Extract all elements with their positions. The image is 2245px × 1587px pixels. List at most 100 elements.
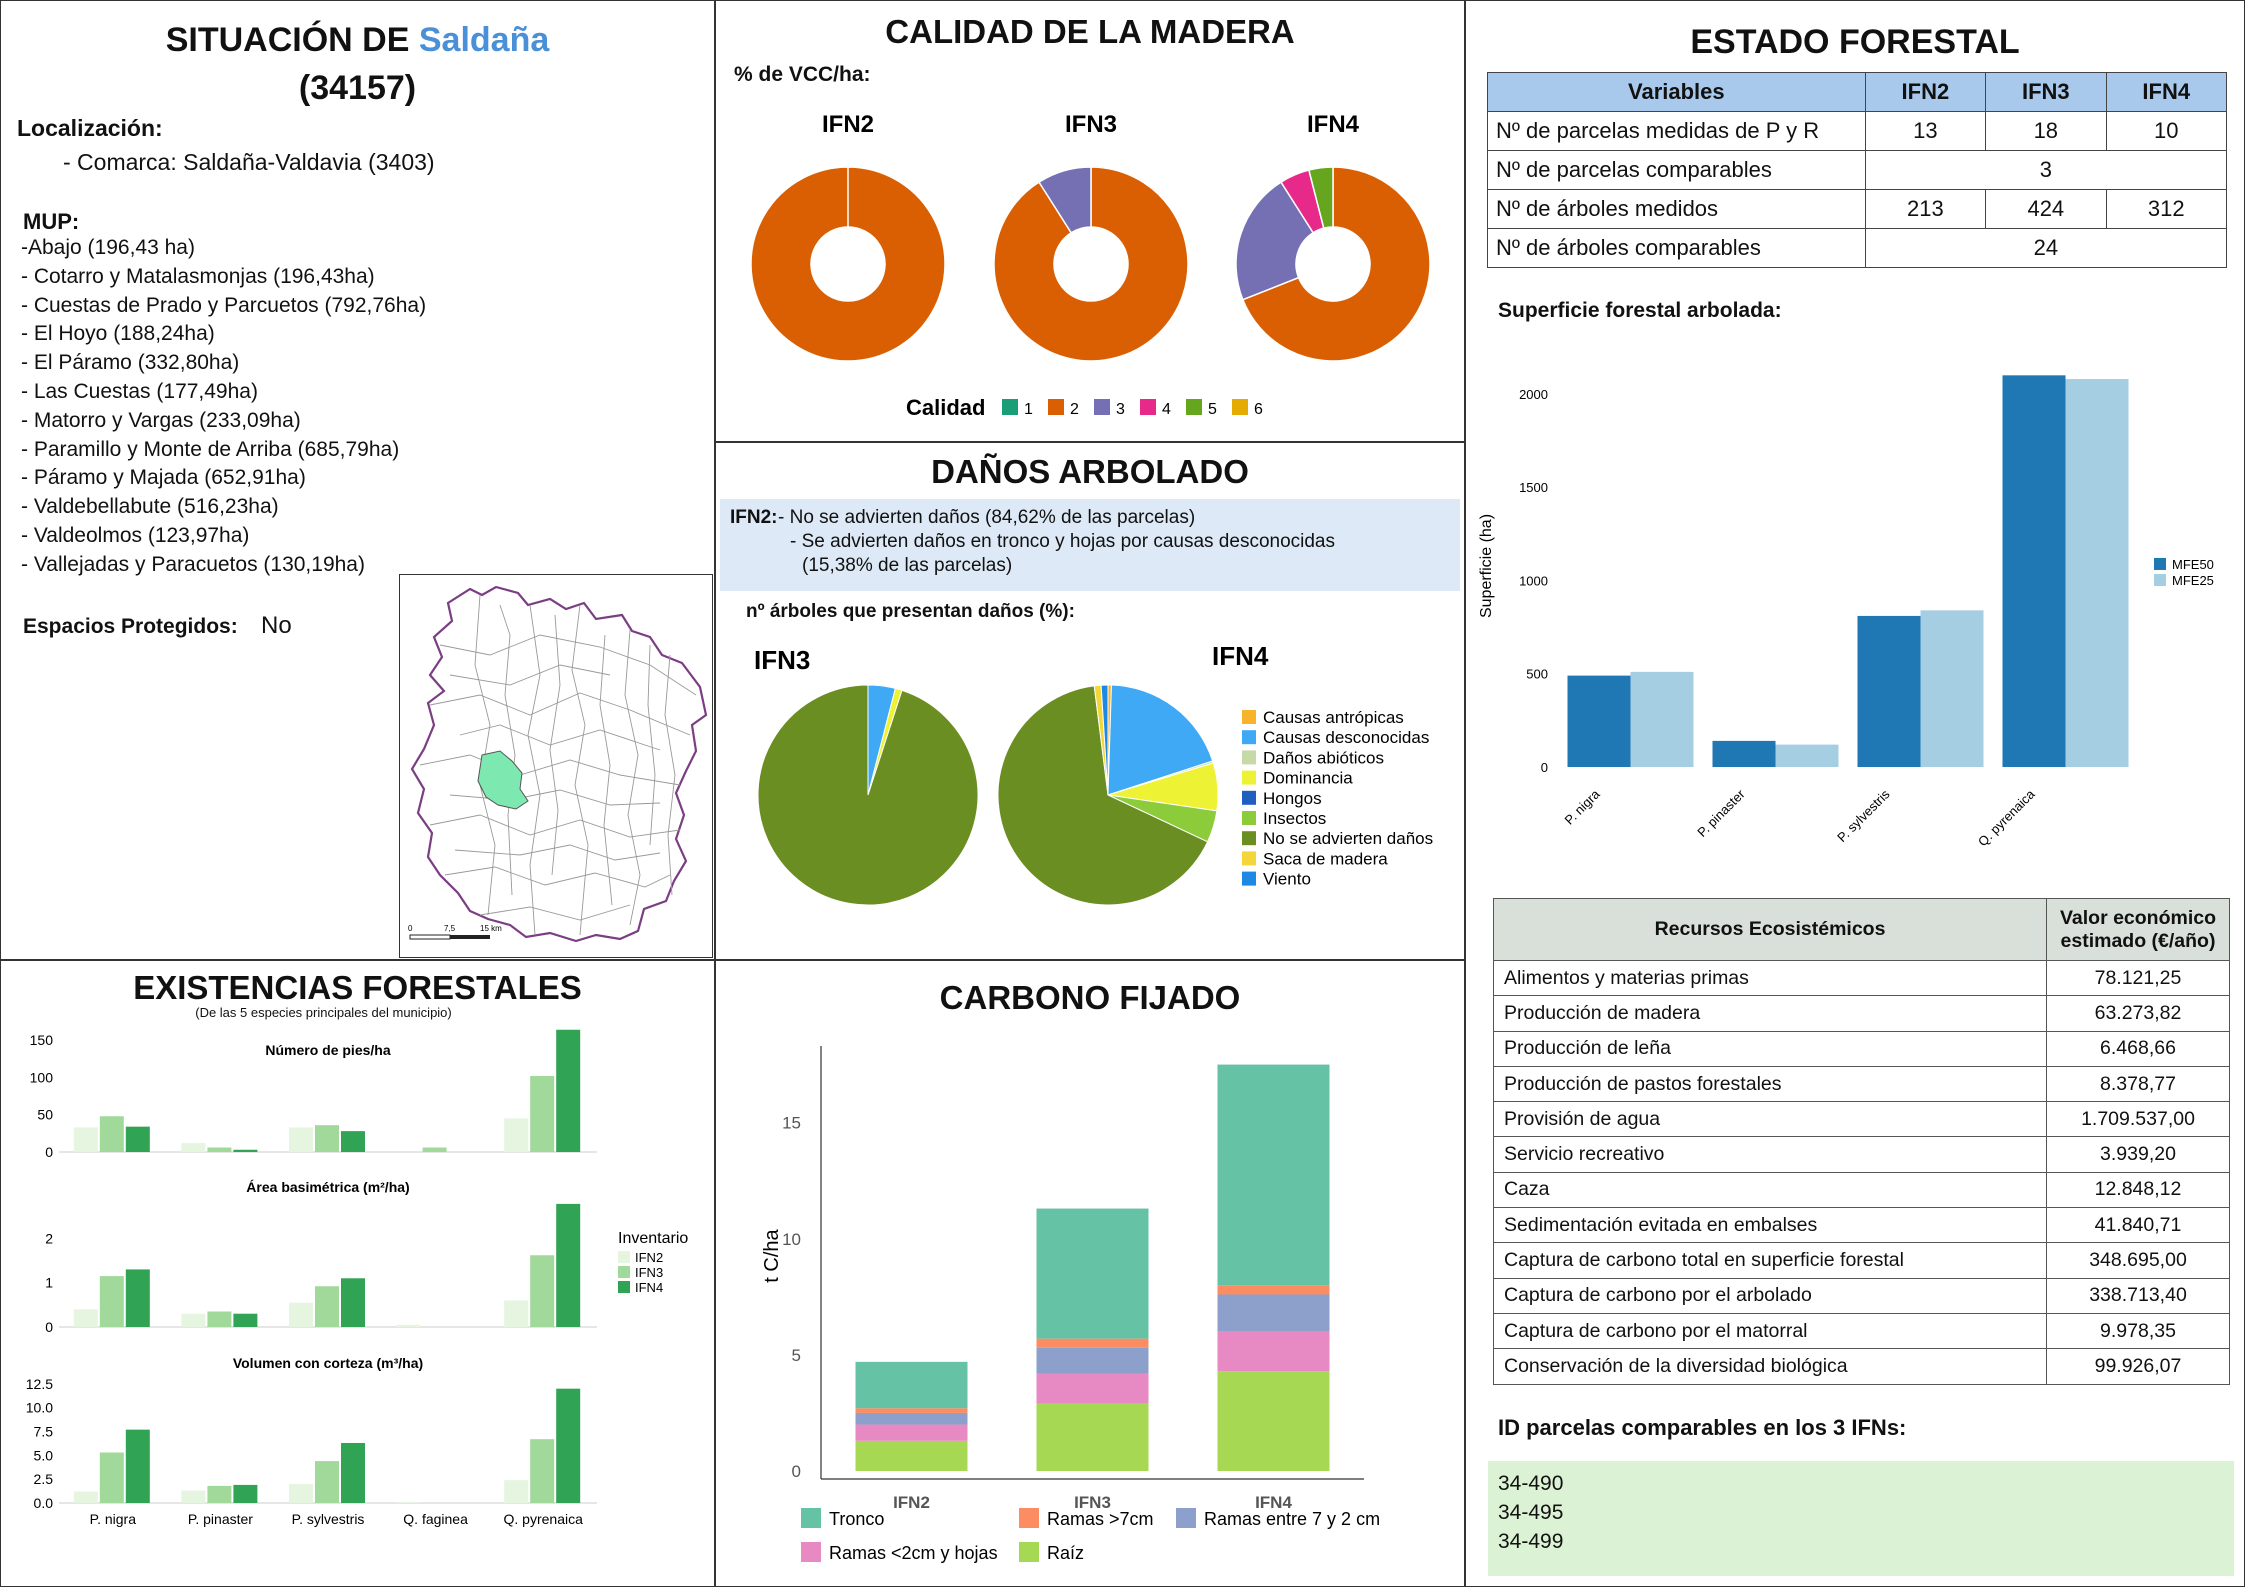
legend-label: Tronco (829, 1509, 884, 1529)
bar-IFN4 (233, 1149, 258, 1152)
legend-swatch (1242, 770, 1256, 785)
y-tick-label: 100 (30, 1069, 54, 1085)
bar-IFN2 (181, 1490, 206, 1503)
bar-IFN4 (556, 1388, 581, 1503)
estado-cell: 10 (2105, 111, 2228, 151)
bar-MFE25 (1630, 671, 1694, 767)
legend-swatch (2154, 574, 2166, 586)
legend-label: No se advierten daños (1263, 829, 1433, 848)
legend-swatch (801, 1508, 821, 1528)
recurso-name: Captura de carbono por el matorral (1493, 1312, 2047, 1350)
parcela-id: 34-499 (1498, 1530, 1564, 1553)
existencias-subtitle: (De las 5 especies principales del munic… (195, 1005, 452, 1020)
bar-IFN2 (289, 1127, 313, 1152)
mup-item: - El Páramo (332,80ha) (21, 351, 240, 375)
legend-swatch (618, 1266, 630, 1278)
estado-row-label: Nº de parcelas comparables (1487, 150, 1866, 190)
title-prefix: SITUACIÓN DE (165, 21, 419, 59)
legend-label: Saca de madera (1263, 849, 1388, 868)
estado-header: IFN3 (1985, 72, 2107, 112)
mup-item: - Matorro y Vargas (233,09ha) (21, 408, 301, 432)
bar-Ramas entre 7 y 2 cm (1036, 1347, 1149, 1374)
legend-label-3: 3 (1116, 401, 1125, 418)
y-tick-label: 0 (792, 1462, 801, 1481)
x-tick-label: IFN3 (1074, 1493, 1111, 1512)
recurso-value: 9.978,35 (2046, 1312, 2230, 1350)
recurso-name: Producción de madera (1493, 995, 2047, 1032)
ifn2-label: IFN2: (730, 507, 778, 528)
y-tick-label: 7.5 (34, 1424, 54, 1440)
mup-item: - Valdeolmos (123,97ha) (21, 524, 250, 547)
mup-item: - El Hoyo (188,24ha) (21, 322, 215, 346)
bar-IFN3 (315, 1461, 339, 1503)
municipio-highlight (477, 750, 529, 810)
x-tick-label: Q. pyrenaica (504, 1511, 584, 1527)
y-axis-label: Superficie (ha) (1478, 514, 1495, 618)
y-tick-label: 1500 (1519, 480, 1548, 495)
legend-title: Inventario (618, 1230, 688, 1247)
ifn2-line-2: - Se advierten daños en tronco y hojas p… (790, 531, 1335, 552)
legend-swatch (1176, 1508, 1196, 1528)
bar-IFN4 (341, 1131, 365, 1152)
y-tick-label: 1000 (1519, 573, 1548, 588)
recurso-name: Conservación de la diversidad biológica (1493, 1348, 2047, 1385)
y-tick-label: 5.0 (34, 1447, 54, 1463)
x-tick-label: Q. faginea (403, 1511, 468, 1527)
legend-swatch-2 (1048, 399, 1064, 415)
recurso-value: 8.378,77 (2046, 1065, 2230, 1103)
donut-slice-2 (1241, 166, 1431, 362)
y-tick-label: 2 (45, 1230, 53, 1246)
legend-title: Calidad (906, 395, 985, 420)
legend-label: Dominancia (1263, 769, 1353, 788)
carbono-panel: CARBONO FIJADO t C/ha 0 5 10 15 IFN2 IFN3 IFN4 T… (715, 960, 1465, 1587)
parcela-id: 34-490 (1498, 1472, 1564, 1495)
y-tick-label: 2.5 (34, 1471, 54, 1487)
legend-swatch-1 (1002, 399, 1018, 415)
bar-IFN2 (396, 1324, 421, 1327)
bar-IFN3 (530, 1075, 555, 1152)
recurso-name: Producción de leña (1493, 1030, 2047, 1067)
scale-bar-segment (409, 934, 451, 940)
recurso-name: Servicio recreativo (1493, 1136, 2047, 1173)
bar-Raíz (855, 1440, 968, 1471)
calidad-subtitle: % de VCC/ha: (734, 63, 871, 86)
x-tick-label: P. pinaster (1694, 786, 1748, 840)
bar-IFN3 (315, 1125, 339, 1152)
bar-IFN2 (73, 1309, 98, 1327)
ifn2-box: IFN2: - No se advierten daños (84,62% de… (720, 499, 1460, 591)
bar-IFN2 (289, 1483, 313, 1503)
bar-Ramas entre 7 y 2 cm (1217, 1294, 1330, 1332)
recurso-name: Captura de carbono total en superficie f… (1493, 1242, 2047, 1279)
estado-cell: 424 (1985, 189, 2107, 229)
calidad-chart: IFN2 IFN3 IFN4 (750, 111, 1431, 362)
danos-title: DAÑOS ARBOLADO (931, 453, 1249, 490)
bar-Tronco (1217, 1064, 1330, 1286)
y-tick-label: 15 (782, 1114, 801, 1133)
estado-cell: 312 (2105, 189, 2228, 229)
estado-row-label: Nº de árboles medidos (1487, 189, 1866, 229)
legend-label: Ramas <2cm y hojas (829, 1543, 998, 1563)
situacion-title: SITUACIÓN DE Saldaña (1, 21, 714, 60)
bar-IFN4 (341, 1442, 365, 1503)
bar-Ramas <2cm y hojas (1217, 1331, 1330, 1372)
province-map: 0 7,5 15 km (408, 585, 708, 943)
legend-swatch-5 (1186, 399, 1202, 415)
municipal-boundaries (419, 594, 697, 936)
bar-IFN3 (207, 1485, 232, 1503)
bar-Ramas <2cm y hojas (855, 1424, 968, 1441)
bar-IFN3 (99, 1276, 124, 1327)
recurso-value: 63.273,82 (2046, 995, 2230, 1032)
situacion-panel: SITUACIÓN DE Saldaña (34157) Localizació… (0, 0, 715, 960)
x-tick-label: P. pinaster (188, 1511, 253, 1527)
legend-label: Hongos (1263, 789, 1322, 808)
bar-IFN4 (233, 1484, 258, 1503)
legend-swatch (1019, 1508, 1039, 1528)
province-border (410, 585, 708, 943)
carbono-chart: t C/ha 0 5 10 15 IFN2 IFN3 IFN4 Tronco Ramas >7cm… (761, 1046, 1380, 1563)
bar-MFE50 (1567, 675, 1631, 767)
recurso-value: 1.709.537,00 (2046, 1101, 2230, 1138)
existencias-panel: EXISTENCIAS FORESTALES (De las 5 especie… (0, 960, 715, 1587)
pie-slice (1100, 684, 1109, 796)
bar-MFE50 (1857, 615, 1921, 767)
pie-title: IFN3 (754, 645, 810, 675)
